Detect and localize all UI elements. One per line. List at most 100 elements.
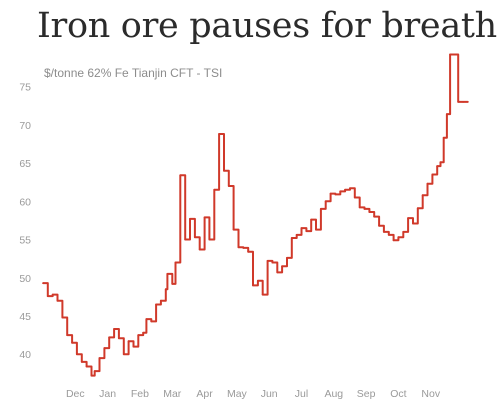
data-point (150, 320, 153, 323)
data-point (61, 316, 64, 319)
data-point (76, 353, 78, 356)
x-tick-label: May (227, 388, 248, 400)
data-point (252, 284, 254, 287)
data-point (454, 53, 456, 56)
data-point (203, 216, 206, 219)
data-point (320, 208, 322, 210)
data-point (334, 193, 337, 196)
data-point (51, 293, 54, 296)
data-point (426, 182, 429, 185)
y-tick-label: 70 (19, 120, 31, 132)
data-point (358, 206, 361, 209)
data-point (383, 231, 385, 233)
data-point (85, 365, 88, 368)
data-point (439, 161, 442, 164)
data-point (416, 207, 419, 210)
data-point (208, 238, 211, 241)
data-point (179, 174, 182, 177)
data-point (103, 347, 106, 349)
data-point (305, 230, 308, 233)
x-tick-label: Sep (357, 388, 376, 400)
data-point (378, 224, 380, 227)
data-point (271, 261, 274, 264)
data-point (90, 374, 93, 377)
x-tick-label: Dec (66, 388, 85, 400)
data-point (166, 273, 169, 275)
data-point (174, 261, 177, 264)
data-point (266, 260, 269, 262)
data-point (286, 257, 288, 259)
y-tick-label: 40 (19, 349, 31, 361)
data-point (431, 173, 434, 176)
data-point (392, 239, 395, 242)
x-tick-label: Jun (261, 388, 278, 400)
y-axis-ticks: 40 45 50 55 60 65 70 75 (19, 82, 31, 362)
data-point (118, 337, 120, 340)
data-point (315, 228, 317, 231)
data-point (242, 247, 245, 249)
x-tick-label: Oct (390, 388, 406, 400)
data-point (93, 370, 96, 372)
data-point (113, 328, 115, 330)
y-tick-label: 50 (19, 273, 31, 285)
data-point (276, 271, 279, 274)
x-tick-label: Mar (163, 388, 182, 400)
data-point (457, 101, 460, 103)
chart-title: Iron ore pauses for breath (37, 6, 497, 46)
data-point (223, 169, 225, 172)
x-tick-label: Feb (131, 388, 149, 400)
price-line (43, 53, 468, 377)
data-point (436, 165, 439, 168)
y-tick-label: 55 (19, 235, 31, 247)
data-point (56, 299, 59, 302)
data-point (171, 283, 174, 285)
data-point (71, 341, 73, 344)
data-point (281, 265, 283, 268)
data-point (412, 222, 414, 225)
data-point (98, 357, 101, 359)
data-point (363, 208, 366, 210)
data-point (449, 53, 451, 56)
data-point (344, 188, 346, 191)
data-point (145, 318, 148, 320)
data-point (160, 299, 162, 302)
data-point (184, 238, 187, 241)
data-point (127, 340, 130, 343)
data-point (155, 303, 158, 306)
data-point (467, 101, 469, 103)
data-point (353, 196, 356, 199)
data-point (257, 279, 259, 282)
y-tick-label: 75 (19, 82, 31, 94)
data-point (442, 136, 445, 139)
data-point (189, 218, 191, 220)
data-point (402, 231, 405, 233)
data-point (295, 234, 298, 236)
x-tick-label: Jul (295, 388, 308, 400)
data-point (232, 228, 235, 231)
y-tick-label: 65 (19, 158, 31, 170)
data-point (132, 345, 135, 348)
data-point (300, 227, 303, 230)
data-point (446, 113, 448, 115)
data-point (387, 234, 390, 236)
data-point (142, 331, 145, 334)
data-point (290, 237, 293, 239)
x-tick-label: Aug (324, 388, 343, 400)
series-layer (42, 53, 469, 377)
data-point (108, 336, 111, 339)
y-tick-label: 45 (19, 311, 31, 323)
x-tick-label: Jan (99, 388, 116, 400)
data-point (198, 248, 201, 251)
data-point (368, 211, 371, 213)
data-point (194, 236, 196, 239)
data-point (218, 133, 221, 135)
data-point (373, 215, 376, 218)
data-point (237, 246, 240, 249)
data-point (80, 361, 83, 363)
x-tick-label: Apr (196, 388, 213, 400)
data-point (421, 194, 424, 197)
data-point (349, 187, 351, 190)
x-tick-label: Nov (421, 388, 440, 400)
data-point (137, 334, 140, 336)
